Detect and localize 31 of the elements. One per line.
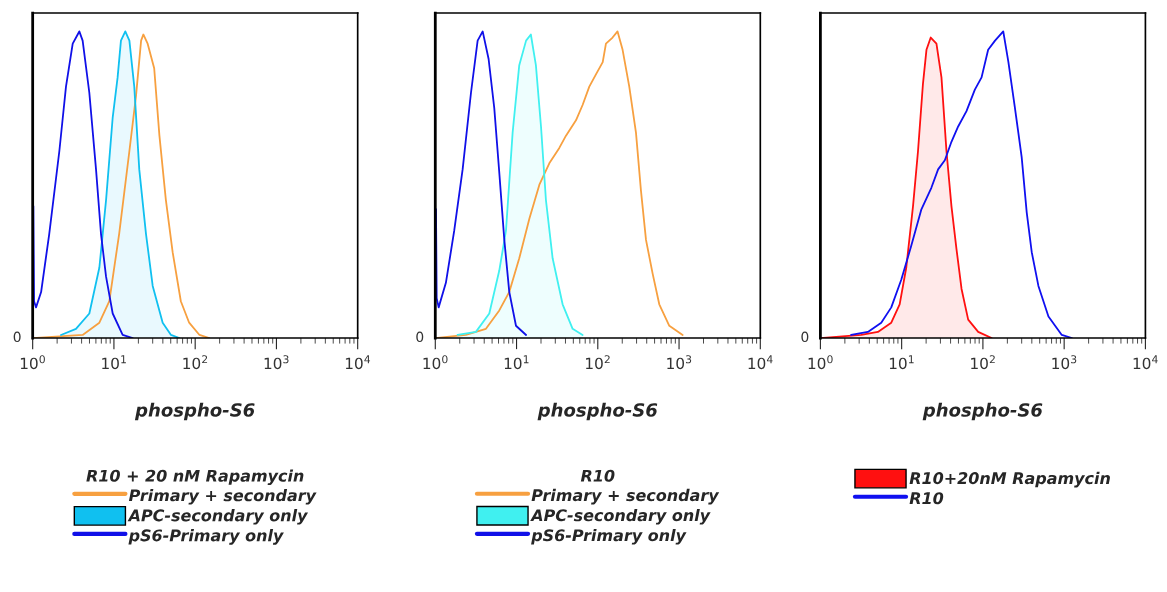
x-tick-label: 10$^{4}$ [345, 355, 371, 370]
legend-title: R10 [580, 469, 615, 482]
legend-label: APC-secondary only [127, 509, 309, 525]
x-tick-label: 10$^{2}$ [183, 355, 208, 370]
legend-label: APC-secondary only [530, 508, 711, 525]
x-tick-label: 10$^{0}$ [423, 355, 448, 370]
x-axis-title: phospho-S6 [537, 402, 658, 421]
legend-title: R10 + 20 nM Rapamycin [86, 469, 304, 485]
x-tick-label: 10$^{4}$ [1133, 355, 1158, 370]
text: 0 [416, 331, 424, 343]
x-tick-label: 10$^{2}$ [971, 355, 995, 370]
text: 0 [801, 331, 809, 343]
legend-label: Primary + secondary [128, 488, 317, 505]
x-tick-label: 10$^{1}$ [504, 355, 529, 370]
legend-label: R10 [909, 492, 944, 505]
x-axis-title: phospho-S6 [134, 402, 255, 421]
x-tick-label: 10$^{1}$ [102, 355, 126, 370]
legend-label: R10+20nM Rapamycin [909, 471, 1110, 488]
x-axis-title: phospho-S6 [922, 402, 1043, 421]
x-tick-label: 10$^{1}$ [889, 355, 914, 370]
legend-label: pS6-Primary only [128, 529, 284, 545]
x-tick-label: 10$^{3}$ [667, 355, 692, 370]
x-tick-label: 10$^{2}$ [586, 355, 610, 370]
legend-label: Primary + secondary [531, 488, 720, 505]
x-tick-label: 10$^{3}$ [1052, 355, 1077, 370]
x-tick-label: 10$^{3}$ [264, 355, 289, 370]
x-tick-label: 10$^{0}$ [20, 355, 45, 370]
text: 0 [13, 331, 21, 343]
x-tick-label: 10$^{0}$ [808, 355, 833, 370]
x-tick-label: 10$^{4}$ [748, 355, 773, 370]
legend-label: pS6-Primary only [531, 528, 687, 545]
